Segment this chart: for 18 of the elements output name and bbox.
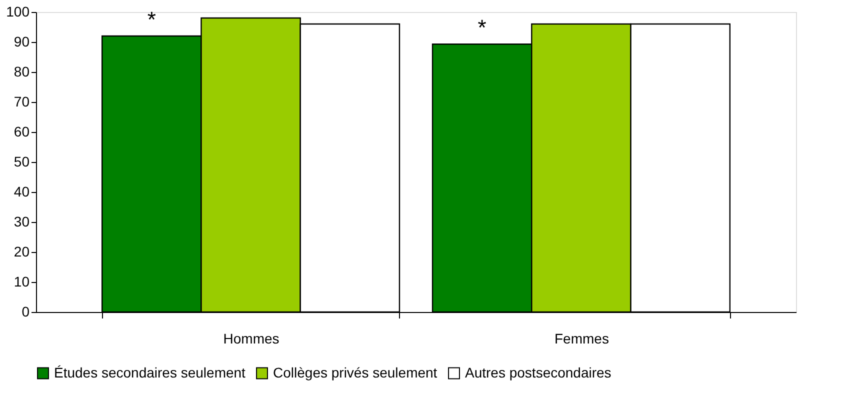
legend-label: Études secondaires seulement bbox=[54, 364, 246, 380]
annotation: * bbox=[478, 15, 487, 40]
y-tick-label: 40 bbox=[14, 184, 30, 200]
legend-label: Collèges privés seulement bbox=[273, 364, 438, 380]
y-tick-label: 20 bbox=[14, 244, 30, 260]
y-tick-label: 10 bbox=[14, 274, 30, 290]
y-tick-label: 50 bbox=[14, 154, 30, 170]
legend-label: Autres postsecondaires bbox=[465, 364, 612, 380]
y-tick-label: 90 bbox=[14, 34, 30, 50]
x-tick-label: Femmes bbox=[554, 330, 609, 346]
y-tick-label: 70 bbox=[14, 94, 30, 110]
x-tick-label: Hommes bbox=[223, 330, 280, 346]
y-tick-label: 80 bbox=[14, 64, 30, 80]
annotation: * bbox=[147, 7, 156, 32]
y-tick-label: 60 bbox=[14, 124, 30, 140]
y-tick-label: 0 bbox=[22, 304, 30, 320]
y-tick-label: 100 bbox=[6, 4, 30, 20]
y-tick-label: 30 bbox=[14, 214, 30, 230]
